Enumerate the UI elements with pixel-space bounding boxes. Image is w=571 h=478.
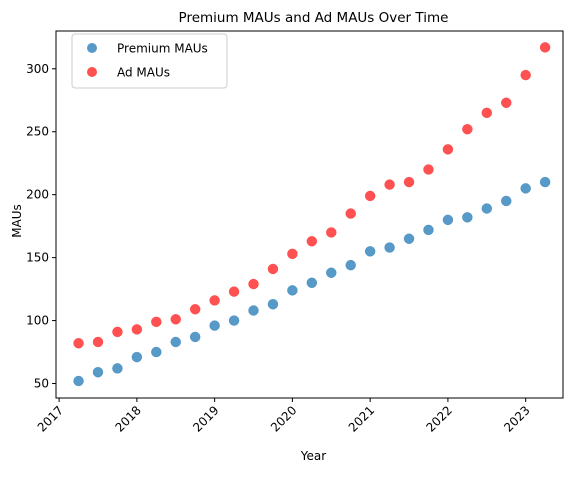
x-tick-label: 2019 [190,403,221,434]
ad-mau-point [481,107,493,119]
chart-title: Premium MAUs and Ad MAUs Over Time [179,10,449,26]
ad-mau-point [345,208,356,219]
y-tick-label: 300 [26,62,49,76]
axes-frame [55,30,564,399]
y-tick-label: 150 [26,251,49,265]
ad-mau-point [520,69,531,81]
y-tick-label: 200 [26,188,49,202]
legend-marker-premium [87,43,97,53]
premium-mau-point [423,224,434,236]
premium-mau-point [539,176,551,188]
y-tick-label: 250 [26,125,49,139]
ad-mau-point [306,236,318,247]
ad-mau-point [364,190,376,202]
ad-mau-point [500,97,512,109]
legend-label-ad: Ad MAUs [117,66,170,80]
premium-mau-point [92,366,104,378]
premium-mau-point [248,305,259,316]
x-tick-label: 2017 [35,403,66,434]
ad-mau-point [539,42,551,53]
premium-mau-point [481,203,493,214]
x-axis-ticks: 2017 2018 2019 2020 2021 2022 2023 [35,398,533,435]
premium-mau-point [189,331,201,343]
premium-mau-point [131,351,143,363]
ad-mau-point [151,316,162,328]
premium-mau-point [267,298,279,310]
y-axis-ticks: 50 100 150 200 250 300 [26,62,56,391]
ad-mau-point [112,326,123,338]
premium-mau-point [384,242,395,253]
ad-mau-point [170,314,182,325]
premium-mau-point [520,183,531,194]
premium-mau-point [364,246,376,257]
premium-mau-point [112,363,123,374]
x-tick-label: 2018 [112,403,143,434]
x-tick-label: 2022 [424,403,455,434]
ad-mau-point [462,123,473,135]
ad-mau-point [228,286,240,297]
ad-mau-point [403,176,415,188]
premium-mau-point [345,259,356,271]
ad-mau-point [442,144,454,155]
ad-mau-point [73,337,84,349]
x-tick-label: 2021 [346,403,377,434]
premium-mau-point [403,233,415,244]
legend-box [71,33,228,89]
y-tick-label: 100 [26,314,49,328]
ad-mau-point [189,303,201,315]
y-tick-label: 50 [34,377,49,391]
premium-mau-point [287,285,298,296]
premium-mau-point [209,320,220,331]
premium-mau-point [151,346,162,358]
ad-mau-point [267,263,279,275]
ad-mau-point [384,179,395,190]
premium-mau-point [500,195,512,207]
premium-mau-point [170,336,182,348]
ad-mau-point [248,278,259,290]
legend: Premium MAUs Ad MAUs [71,33,228,89]
legend-label-premium: Premium MAUs [117,42,208,56]
x-tick-label: 2023 [501,403,532,434]
ad-mau-point [92,336,104,348]
y-axis-label: MAUs [10,204,24,238]
ad-mau-point [131,324,143,335]
x-tick-label: 2020 [268,403,299,434]
premium-mau-point [462,212,473,223]
x-axis-label: Year [300,449,326,463]
ad-mau-point [423,164,434,175]
ad-mau-point [287,248,298,260]
premium-mau-point [326,267,337,278]
legend-marker-ad [87,67,97,77]
points-layer [73,42,551,387]
premium-mau-point [73,375,84,387]
premium-mau-point [306,277,318,289]
premium-mau-point [442,214,454,226]
ad-mau-point [326,227,337,238]
ad-mau-point [209,295,220,306]
premium-mau-point [228,315,240,326]
